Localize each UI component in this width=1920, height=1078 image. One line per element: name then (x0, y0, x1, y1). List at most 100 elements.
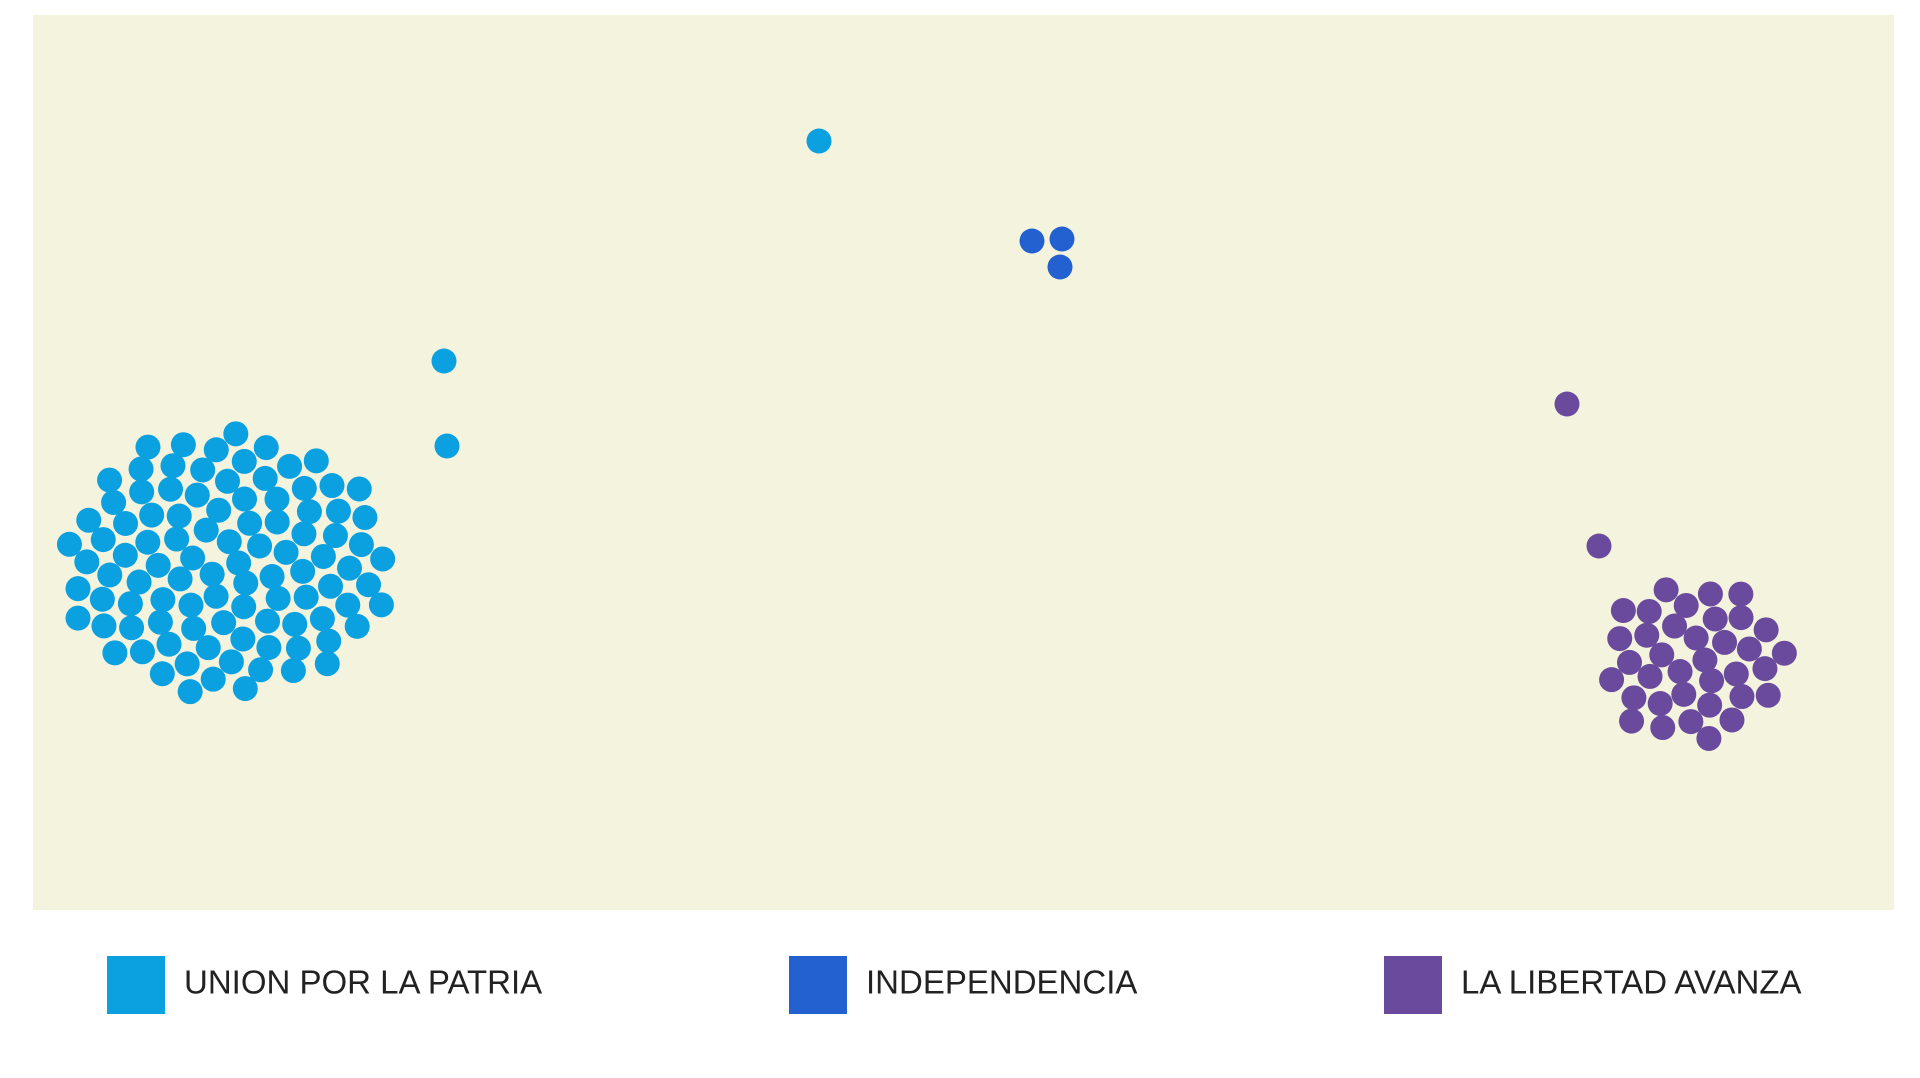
seat-dot (1647, 691, 1673, 717)
seat-dot (282, 611, 308, 637)
seat-dot (346, 476, 372, 502)
seat-dot (237, 510, 263, 536)
seat-dot (164, 526, 190, 552)
seat-dot (203, 583, 229, 609)
seat-dot (158, 476, 184, 502)
seat-dot (336, 555, 362, 581)
seat-dot (322, 523, 348, 549)
seat-dot (126, 569, 152, 595)
seat-dot (230, 626, 256, 652)
seat-dot (203, 437, 229, 463)
legend-swatch (1384, 956, 1442, 1014)
seat-dot (231, 448, 257, 474)
seat-dot (285, 635, 311, 661)
seat-dot (1662, 613, 1688, 639)
seat-dot (1736, 636, 1762, 662)
legend-label: LA LIBERTAD AVANZA (1461, 964, 1802, 1001)
seat-dot (91, 613, 117, 639)
legend-swatch (107, 956, 165, 1014)
seat-dot (145, 552, 171, 578)
seat-dot (273, 539, 299, 565)
legend-label: UNION POR LA PATRIA (184, 964, 542, 1001)
seat-dot (370, 546, 396, 572)
seat-dot (291, 521, 317, 547)
seat-dot (259, 564, 285, 590)
seat-group (1554, 391, 1797, 751)
legend-label: INDEPENDENCIA (866, 964, 1137, 1001)
seat-dot (1619, 708, 1645, 734)
seat-dot (90, 527, 116, 553)
legend-swatch (789, 956, 847, 1014)
seat-dot (1650, 715, 1676, 741)
seat-dot (1607, 626, 1633, 652)
seat-dot (156, 631, 182, 657)
seat-dot (1752, 656, 1778, 682)
seat-dot (247, 533, 273, 559)
seat-dot (232, 676, 258, 702)
seat-dot (248, 657, 274, 683)
seat-dot (65, 605, 91, 631)
seat-dot (135, 529, 161, 555)
seat-dot (193, 517, 219, 543)
seat-dot (296, 499, 322, 525)
seat-dot (1621, 685, 1647, 711)
seat-dot (97, 562, 123, 588)
seat-dot (314, 651, 340, 677)
seat-dot (1719, 707, 1745, 733)
seat-dot (344, 613, 370, 639)
seat-dot (1047, 254, 1073, 280)
seat-dot (319, 473, 345, 499)
seat-dot (318, 573, 344, 599)
seat-dot (181, 615, 207, 641)
seat-dot (1697, 581, 1723, 607)
seat-dot (806, 128, 832, 154)
seat-dot (233, 570, 259, 596)
seat-dot (255, 608, 281, 634)
seat-dot (335, 592, 361, 618)
seat-dot (56, 531, 82, 557)
seat-dot (102, 640, 128, 666)
seat-dot (211, 610, 237, 636)
seat-dot (352, 505, 378, 531)
seat-dot (1636, 598, 1662, 624)
seat-dot (1599, 667, 1625, 693)
seat-dot (214, 468, 240, 494)
seat-dot (206, 497, 232, 523)
seat-dot (264, 509, 290, 535)
seat-dot (325, 498, 351, 524)
seat-dot (1673, 592, 1699, 618)
seat-dot (139, 502, 165, 528)
seat-dot (1755, 682, 1781, 708)
seat-dot (177, 679, 203, 705)
seat-dot (1019, 228, 1045, 254)
seat-dot (231, 594, 257, 620)
seat-dot (1696, 725, 1722, 751)
seat-dot (431, 348, 457, 374)
seat-dot (216, 529, 242, 555)
seat-dot (1616, 649, 1642, 675)
seat-dot (180, 545, 206, 571)
seat-dot (368, 592, 394, 618)
seat-dot (223, 421, 249, 447)
seat-dot (232, 486, 258, 512)
seat-dot (119, 615, 145, 641)
seat-dot (97, 467, 123, 493)
seat-dot (1699, 668, 1725, 694)
seat-dot (291, 475, 317, 501)
seat-dot (1637, 663, 1663, 689)
seat-dot (65, 576, 91, 602)
seat-dot (253, 435, 279, 461)
seat-dot (277, 453, 303, 479)
seat-dot (265, 585, 291, 611)
seat-dot (1683, 625, 1709, 651)
seat-dot (303, 448, 329, 474)
seat-dot (1678, 709, 1704, 735)
seat-dot (256, 634, 282, 660)
seat-dot (76, 507, 102, 533)
seat-dot (218, 649, 244, 675)
seat-dot (129, 479, 155, 505)
seat-dot (1692, 647, 1718, 673)
seat-dot (310, 543, 336, 569)
seat-dot (1697, 692, 1723, 718)
